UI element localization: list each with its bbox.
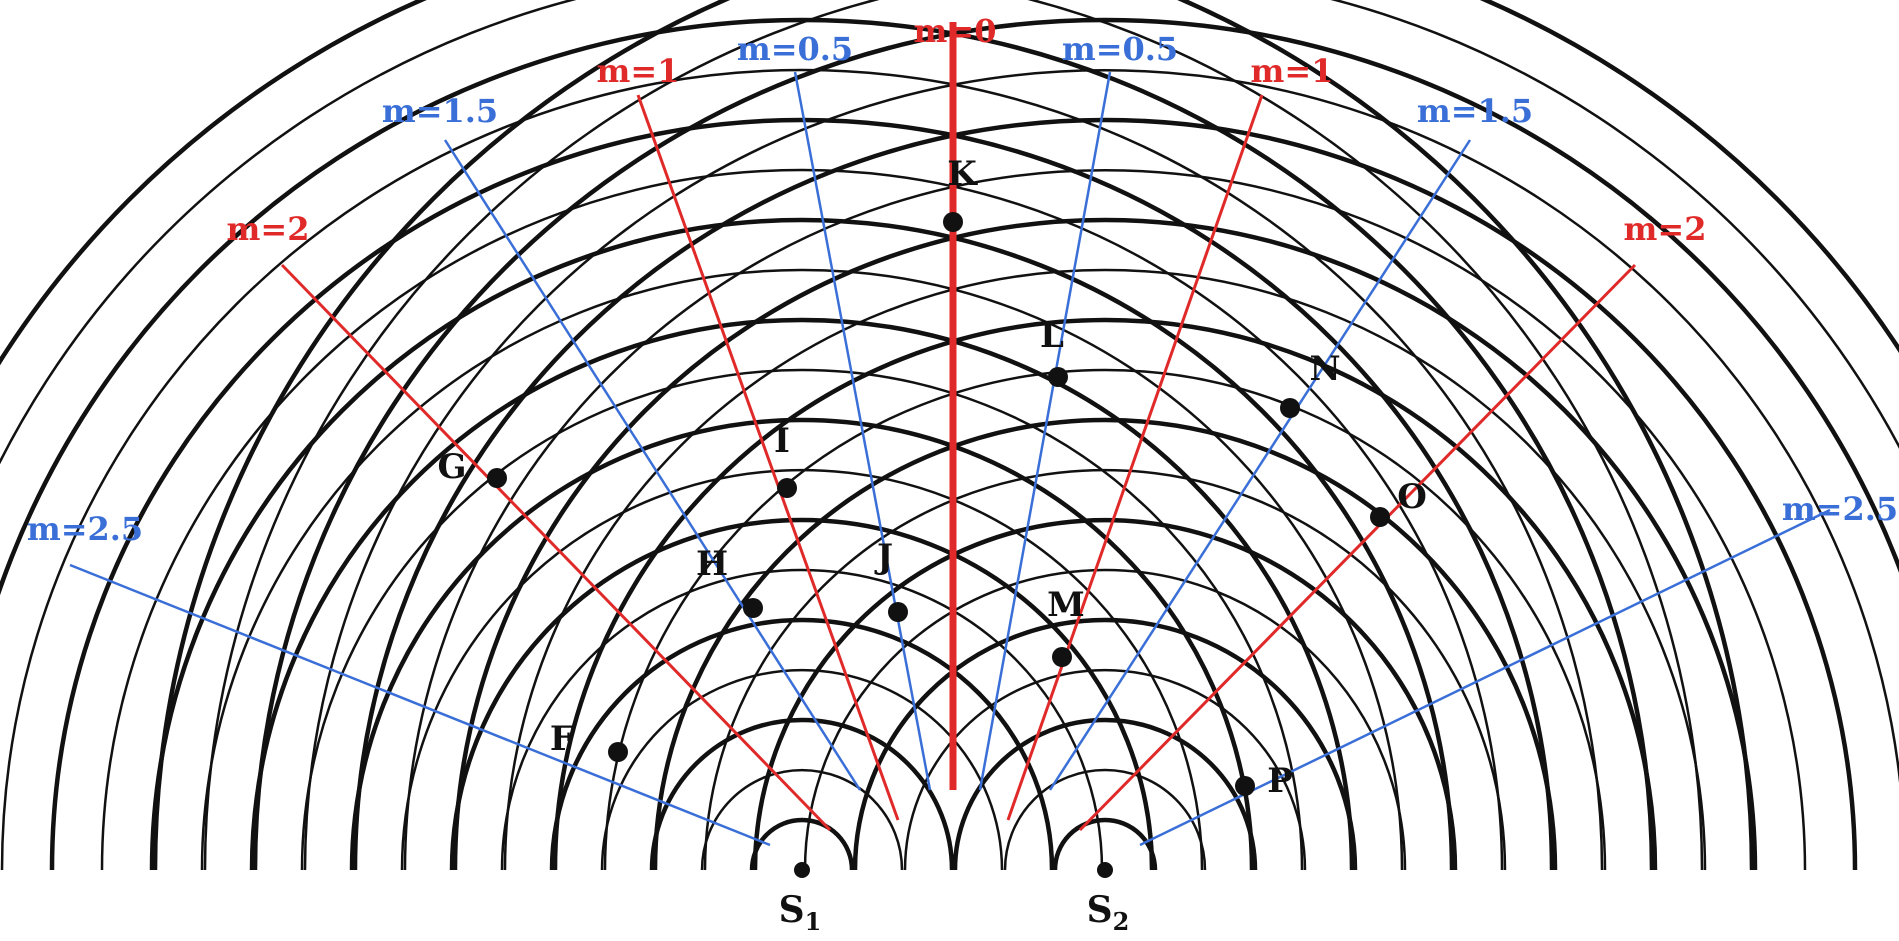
- wavefront-s1-7: [449, 517, 1155, 871]
- wavefront-s1-17: [0, 17, 1655, 871]
- point-label-o: P: [1267, 761, 1293, 801]
- point-label-l: M: [1047, 585, 1085, 625]
- point-label-m: N: [1309, 349, 1340, 389]
- intersection-dot: [743, 598, 763, 618]
- wavefront-s2-16: [303, 68, 1899, 871]
- order-line-m2-left: [280, 263, 832, 832]
- point-label-j: K: [947, 154, 978, 194]
- intersection-dot: [487, 468, 507, 488]
- label-m05-right: m=0.5: [1062, 30, 1178, 68]
- wavefront-s2-13: [452, 217, 1758, 871]
- label-m15-left: m=1.5: [382, 92, 498, 130]
- source-s2-sub: 2: [1113, 907, 1130, 936]
- wavefront-s1-18: [0, 0, 1704, 871]
- label-m25-left: m=2.5: [27, 510, 143, 548]
- wavefront-s1-10: [300, 368, 1304, 871]
- wavefront-s1-4: [600, 668, 1004, 871]
- wavefront-s1-13: [149, 217, 1455, 871]
- wavefront-s2-6: [803, 568, 1407, 871]
- wavefront-s2-15: [352, 117, 1858, 871]
- wavefront-s1-15: [49, 117, 1555, 871]
- order-line-m25-right: [1139, 508, 1831, 847]
- intersection-dot: [1052, 647, 1072, 667]
- wavefront-s1-3: [649, 717, 955, 871]
- order-line-m1-left: [636, 94, 900, 821]
- source-s1-base: S: [779, 889, 805, 931]
- wavefront-s2-19: [152, 0, 1899, 871]
- source-dot-s1: [794, 862, 810, 878]
- label-m1-right: m=1: [1251, 52, 1334, 90]
- intersection-dot: [1280, 398, 1300, 418]
- point-label-i: J: [874, 537, 893, 577]
- wavefront-s2-2: [1003, 768, 1207, 871]
- wavefront-s2-3: [952, 717, 1258, 871]
- source-dot-s2: [1097, 862, 1113, 878]
- point-label-h: I: [774, 421, 790, 461]
- label-m0: m=0: [914, 12, 997, 50]
- intersection-dot: [888, 602, 908, 622]
- label-m15-right: m=1.5: [1417, 92, 1533, 130]
- intersection-dot: [777, 478, 797, 498]
- labels: m=0 m=1 m=1 m=2 m=2 m=0.5 m=0.5 m=1.5 m=…: [27, 12, 1898, 936]
- source-s1-sub: 1: [805, 907, 822, 936]
- source-label-s1: S1: [779, 889, 822, 936]
- order-line-m15-left: [443, 139, 862, 791]
- point-label-n: O: [1397, 477, 1427, 517]
- label-m25-right: m=2.5: [1782, 490, 1898, 528]
- intersection-dot: [608, 742, 628, 762]
- wavefront-s2-12: [503, 268, 1707, 871]
- point-label-k: L: [1040, 316, 1064, 356]
- order-line-m15-right: [1048, 139, 1472, 791]
- order-line-m05-right: [978, 71, 1112, 791]
- wavefront-s1-8: [400, 468, 1204, 871]
- label-m2-right: m=2: [1624, 210, 1707, 248]
- wavefronts: [0, 0, 1899, 871]
- wavefront-s2-7: [752, 517, 1458, 871]
- label-m2-left: m=2: [227, 210, 310, 248]
- wavefront-s2-17: [252, 17, 1899, 871]
- point-label-f: G: [437, 447, 466, 487]
- wavefront-s1-16: [0, 68, 1604, 871]
- order-line-m1-right: [1006, 94, 1264, 821]
- label-m05-left: m=0.5: [737, 30, 853, 68]
- wavefront-s2-18: [203, 0, 1899, 871]
- wavefront-s2-11: [552, 317, 1658, 871]
- source-label-s2: S2: [1087, 889, 1130, 936]
- order-lines: [69, 22, 1831, 847]
- wavefront-s1-2: [700, 768, 904, 871]
- wavefront-s1-12: [200, 268, 1404, 871]
- wavefront-s2-9: [652, 417, 1558, 871]
- intersection-dot: [943, 212, 963, 232]
- intersection-dot: [1370, 507, 1390, 527]
- wavefront-s1-5: [549, 617, 1055, 871]
- source-s2-base: S: [1087, 889, 1113, 931]
- label-m1-left: m=1: [597, 52, 680, 90]
- wavefront-s1-11: [249, 317, 1355, 871]
- wavefront-s1-14: [100, 168, 1504, 871]
- wavefront-s1-9: [349, 417, 1255, 871]
- intersection-dot: [1048, 367, 1068, 387]
- wavefront-s1-6: [500, 568, 1104, 871]
- wavefront-s2-5: [852, 617, 1358, 871]
- wavefront-s2-10: [603, 368, 1607, 871]
- order-line-m25-left: [69, 563, 771, 847]
- order-line-m05-left: [793, 71, 932, 791]
- wavefront-s2-14: [403, 168, 1807, 871]
- intersection-dot: [1235, 776, 1255, 796]
- wavefront-s2-1: [1052, 817, 1158, 871]
- intersection-dots: [487, 212, 1390, 878]
- point-label-e: F: [550, 719, 574, 759]
- order-line-m2-right: [1078, 263, 1637, 832]
- point-label-g: H: [696, 544, 728, 584]
- wavefront-s2-8: [703, 468, 1507, 871]
